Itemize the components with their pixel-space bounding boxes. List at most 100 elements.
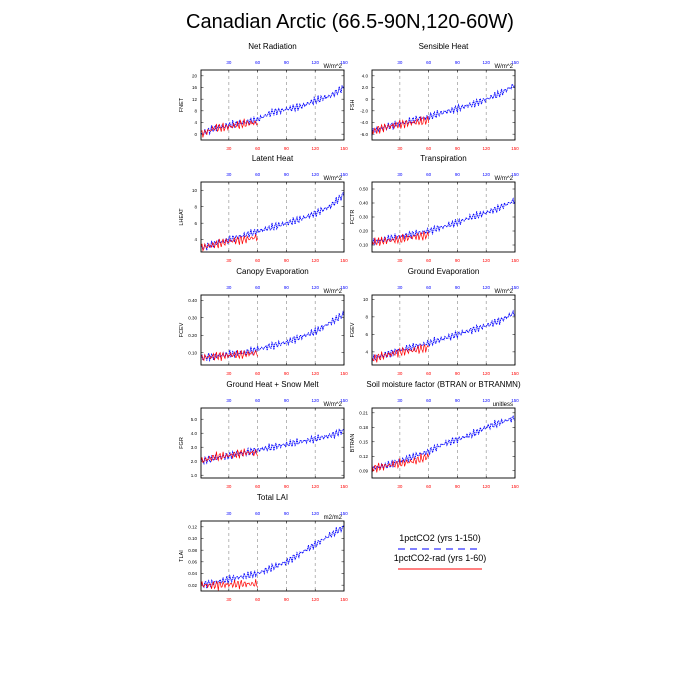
y-tick-label: 4.0	[362, 73, 369, 78]
units-label: W/m^2	[495, 289, 514, 295]
top-tick-label: 90	[455, 398, 461, 403]
top-tick-label: 120	[482, 398, 490, 403]
y-axis-label: LHEAT	[179, 208, 185, 226]
series-line-1pctco2	[371, 309, 516, 362]
panel-title: Latent Heat	[252, 154, 294, 163]
bottom-tick-label: 150	[340, 484, 348, 489]
y-tick-label: 8	[194, 108, 197, 113]
y-tick-label: 0.10	[359, 243, 368, 248]
panel-ground-evaporation: Ground Evaporation W/m^2 FGEV 30 30 60 60 90 90 1…	[350, 267, 519, 376]
bottom-tick-label: 60	[255, 597, 261, 602]
bottom-tick-label: 60	[255, 484, 261, 489]
y-tick-label: 0.08	[188, 548, 197, 553]
bottom-tick-label: 120	[311, 597, 319, 602]
y-tick-label: 0	[194, 132, 197, 137]
series-line-1pctco2-rad	[200, 579, 258, 591]
top-tick-label: 60	[426, 398, 432, 403]
bottom-tick-label: 150	[511, 371, 519, 376]
bottom-tick-label: 120	[482, 146, 490, 151]
y-tick-label: 0.40	[359, 201, 368, 206]
top-tick-label: 30	[397, 398, 403, 403]
y-tick-label: 4.0	[191, 431, 198, 436]
y-tick-label: 6	[365, 332, 368, 337]
y-axis-label: FGEV	[350, 322, 356, 337]
bottom-tick-label: 60	[255, 371, 261, 376]
series-line-1pctco2-rad	[200, 118, 258, 138]
top-tick-label: 90	[284, 398, 290, 403]
bottom-tick-label: 120	[311, 258, 319, 263]
series-line-1pctco2	[200, 524, 345, 589]
series-line-1pctco2	[371, 197, 516, 246]
bottom-tick-label: 150	[511, 146, 519, 151]
plot-frame	[200, 181, 345, 253]
bottom-tick-label: 60	[426, 258, 432, 263]
plot-frame	[371, 181, 516, 253]
figure-title: Canadian Arctic (66.5-90N,120-60W)	[186, 11, 514, 33]
series-line-1pctco2-rad	[371, 453, 429, 473]
top-tick-label: 90	[284, 511, 290, 516]
bottom-tick-label: 120	[311, 371, 319, 376]
plot-frame	[371, 294, 516, 366]
units-label: W/m^2	[324, 176, 343, 182]
panel-canopy-evaporation: Canopy Evaporation W/m^2 FCEV 30 30 60 60 90 90 1…	[179, 267, 348, 376]
bottom-tick-label: 30	[226, 484, 232, 489]
y-tick-label: 0.10	[188, 536, 197, 541]
plot-frame	[200, 294, 345, 366]
y-tick-label: 10	[192, 188, 198, 193]
units-label: W/m^2	[495, 176, 514, 182]
top-tick-label: 30	[397, 60, 403, 65]
units-label: m2/m2	[324, 515, 343, 521]
top-tick-label: 30	[226, 285, 232, 290]
units-label: unitless	[493, 402, 513, 408]
y-tick-label: 8	[194, 204, 197, 209]
y-tick-label: -4.0	[360, 120, 368, 125]
top-tick-label: 60	[426, 60, 432, 65]
panel-total-lai: Total LAI m2/m2 TLAI 30 30 60 60 90 90 120 120 150 1…	[179, 493, 348, 602]
top-tick-label: 60	[426, 172, 432, 177]
y-tick-label: 0.30	[188, 315, 197, 320]
top-tick-label: 150	[511, 60, 519, 65]
legend-label-1pctco2-rad: 1pctCO2-rad (yrs 1-60)	[394, 553, 487, 563]
panel-title: Net Radiation	[248, 42, 296, 51]
top-tick-label: 120	[482, 172, 490, 177]
y-tick-label: 0.50	[359, 187, 368, 192]
y-tick-label: 0.20	[359, 229, 368, 234]
top-tick-label: 90	[455, 172, 461, 177]
y-tick-label: 0.40	[188, 298, 197, 303]
top-tick-label: 150	[340, 511, 348, 516]
top-tick-label: 30	[226, 511, 232, 516]
bottom-tick-label: 60	[426, 371, 432, 376]
y-tick-label: 0.10	[188, 350, 197, 355]
top-tick-label: 60	[255, 398, 261, 403]
panel-sensible-heat: Sensible Heat W/m^2 FSH 30 30 60 60 90 90 120 120 1…	[350, 42, 519, 151]
plot-frame	[200, 407, 345, 479]
y-tick-label: 4	[194, 237, 197, 242]
top-tick-label: 90	[284, 285, 290, 290]
y-axis-label: FCEV	[179, 322, 185, 337]
panel-title: Ground Heat + Snow Melt	[226, 380, 319, 389]
top-tick-label: 120	[482, 60, 490, 65]
bottom-tick-label: 30	[397, 258, 403, 263]
series-line-1pctco2-rad	[371, 343, 429, 363]
bottom-tick-label: 30	[226, 258, 232, 263]
bottom-tick-label: 90	[284, 258, 290, 263]
panel-ground-heat-snow-melt: Ground Heat + Snow Melt W/m^2 FGR 30 30 60 60 9…	[179, 380, 348, 489]
bottom-tick-label: 60	[255, 258, 261, 263]
panel-transpiration: Transpiration W/m^2 FCTR 30 30 60 60 90 90 120 120…	[350, 154, 519, 263]
y-tick-label: 2.0	[362, 85, 369, 90]
bottom-tick-label: 150	[511, 258, 519, 263]
bottom-tick-label: 90	[455, 371, 461, 376]
bottom-tick-label: 90	[455, 484, 461, 489]
y-axis-label: FNET	[179, 97, 185, 112]
top-tick-label: 120	[311, 285, 319, 290]
bottom-tick-label: 150	[340, 371, 348, 376]
y-tick-label: 6	[194, 221, 197, 226]
bottom-tick-label: 90	[455, 258, 461, 263]
top-tick-label: 30	[397, 285, 403, 290]
bottom-tick-label: 90	[284, 597, 290, 602]
top-tick-label: 90	[455, 285, 461, 290]
y-axis-label: FCTR	[350, 210, 356, 225]
y-tick-label: 1.0	[191, 473, 198, 478]
series-line-1pctco2-rad	[200, 349, 258, 362]
